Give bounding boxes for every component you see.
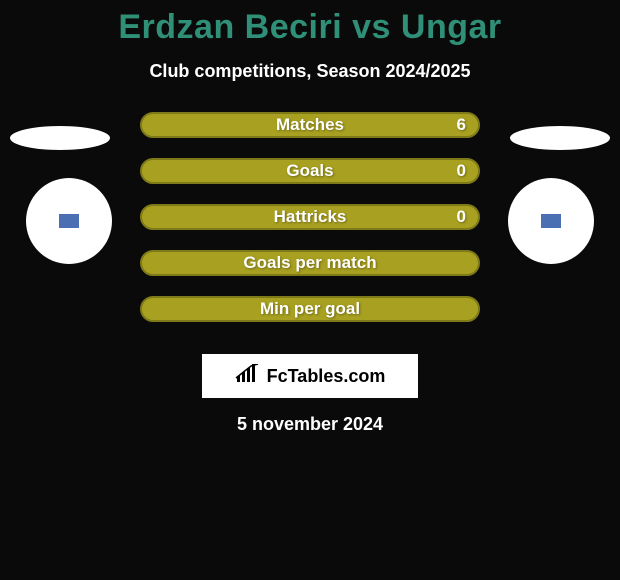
date-text: 5 november 2024 xyxy=(0,414,620,435)
stat-value-right: 0 xyxy=(457,207,466,227)
stat-row: Goals per match xyxy=(0,250,620,296)
brand-logo-box: FcTables.com xyxy=(202,354,418,398)
stat-pill: Goals0 xyxy=(140,158,480,184)
stats-rows: Matches6Goals0Hattricks0Goals per matchM… xyxy=(0,112,620,342)
subtitle: Club competitions, Season 2024/2025 xyxy=(0,61,620,82)
stat-row: Min per goal xyxy=(0,296,620,342)
stat-label: Goals per match xyxy=(142,253,478,273)
stat-pill: Matches6 xyxy=(140,112,480,138)
stat-label: Matches xyxy=(142,115,478,135)
stat-pill: Hattricks0 xyxy=(140,204,480,230)
stat-label: Min per goal xyxy=(142,299,478,319)
stat-row: Goals0 xyxy=(0,158,620,204)
stat-label: Goals xyxy=(142,161,478,181)
stat-pill: Goals per match xyxy=(140,250,480,276)
stat-pill: Min per goal xyxy=(140,296,480,322)
brand-text: FcTables.com xyxy=(267,366,386,387)
stat-row: Matches6 xyxy=(0,112,620,158)
page-title: Erdzan Beciri vs Ungar xyxy=(0,0,620,47)
stat-row: Hattricks0 xyxy=(0,204,620,250)
stat-value-right: 6 xyxy=(457,115,466,135)
stat-value-right: 0 xyxy=(457,161,466,181)
stat-label: Hattricks xyxy=(142,207,478,227)
chart-icon xyxy=(235,364,261,389)
